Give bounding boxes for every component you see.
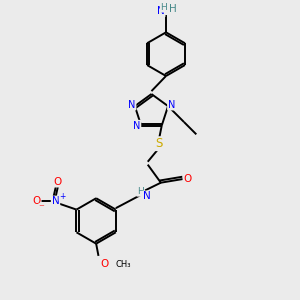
Text: N: N — [52, 196, 59, 206]
Text: O: O — [101, 259, 109, 269]
Text: O: O — [32, 196, 41, 206]
Text: CH₃: CH₃ — [116, 260, 131, 268]
Text: N: N — [157, 6, 165, 16]
Text: N: N — [128, 100, 136, 110]
Text: N: N — [143, 191, 151, 201]
Text: O: O — [184, 174, 192, 184]
Text: +: + — [59, 192, 65, 201]
Text: H: H — [169, 4, 176, 14]
Text: N: N — [168, 100, 175, 110]
Text: H: H — [160, 3, 167, 12]
Text: ⁻: ⁻ — [39, 203, 44, 213]
Text: N: N — [133, 121, 140, 130]
Text: S: S — [155, 137, 163, 150]
Text: O: O — [54, 177, 62, 187]
Text: H: H — [137, 187, 144, 196]
